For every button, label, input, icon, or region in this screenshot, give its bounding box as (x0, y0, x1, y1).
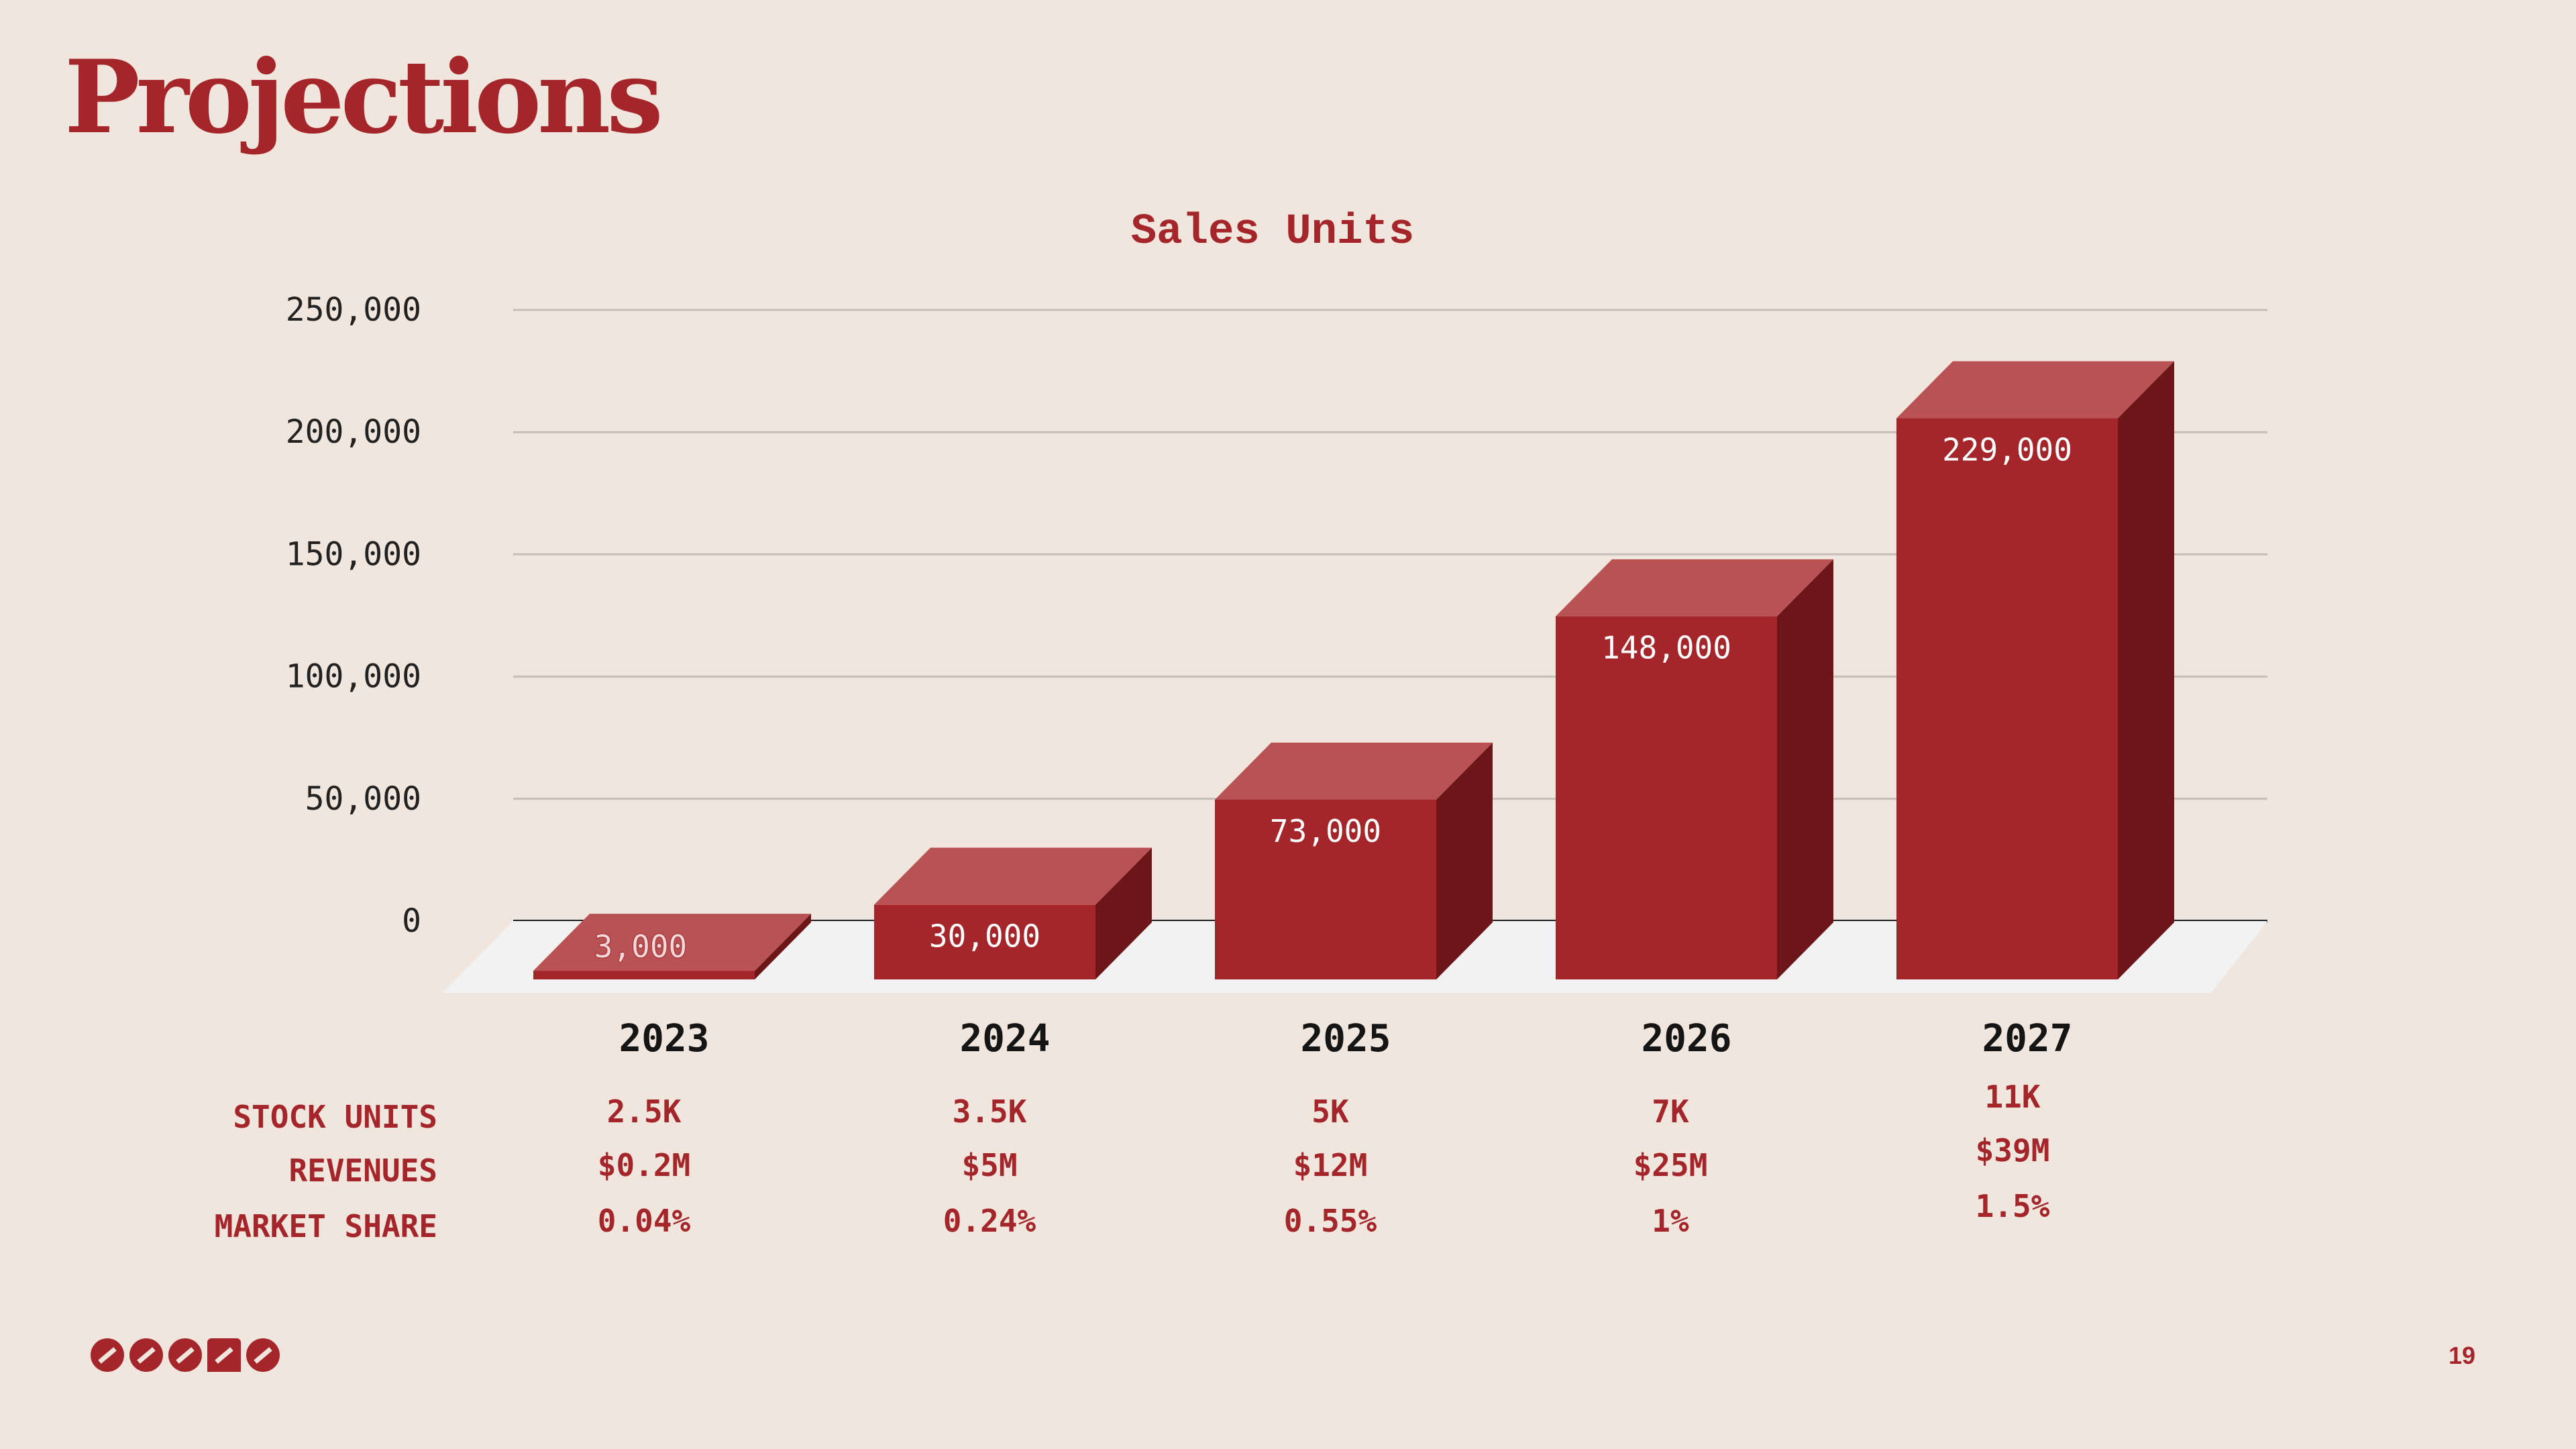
table-cell: 5K (1311, 1093, 1349, 1130)
bar-side (1095, 847, 1152, 979)
brand-logo-icon (91, 1338, 280, 1372)
table-cell: $0.2M (597, 1147, 691, 1183)
bar-side (1777, 559, 1833, 979)
logo-mark-2 (129, 1338, 163, 1372)
x-tick-label: 2027 (1982, 1017, 2073, 1061)
bar-top (1896, 361, 2174, 419)
slide-title: Projections (64, 38, 663, 156)
table-cell: 2.5K (606, 1093, 682, 1130)
table-row-label: MARKET SHARE (214, 1208, 437, 1244)
table-cell: $39M (1975, 1132, 2050, 1169)
bar-side (755, 914, 811, 979)
bar-side (1436, 742, 1493, 979)
table-cell: 1.5% (1975, 1188, 2050, 1224)
bar-front (1556, 616, 1777, 979)
table-cell: $12M (1293, 1147, 1368, 1183)
bar (874, 847, 1152, 979)
table-cell: 11K (1984, 1079, 2041, 1115)
data-label: 229,000 (1942, 432, 2072, 468)
bar-front (533, 971, 755, 979)
logo-mark-5 (246, 1338, 280, 1372)
table-cell: 0.04% (597, 1203, 691, 1239)
x-tick-label: 2026 (1642, 1017, 1732, 1061)
table-cell: $5M (961, 1147, 1018, 1183)
y-tick-label: 50,000 (305, 780, 421, 818)
bar-side (2118, 361, 2174, 979)
bar (1215, 742, 1493, 979)
table-cell: 0.55% (1283, 1203, 1377, 1239)
table-row-label: REVENUES (288, 1152, 437, 1189)
bar (1556, 559, 1833, 979)
bar-top (874, 847, 1152, 905)
logo-mark-1 (91, 1338, 124, 1372)
data-label: 30,000 (929, 918, 1040, 955)
bar-top (1215, 742, 1493, 800)
data-labels: 3,000 30,000 73,000 148,000 229,000 (594, 432, 2072, 966)
logo-mark-4 (207, 1338, 241, 1372)
table-cell: 1% (1652, 1203, 1689, 1239)
x-tick-label: 2025 (1301, 1017, 1391, 1061)
table-cell: $25M (1633, 1147, 1708, 1183)
logo-mark-3 (168, 1338, 202, 1372)
bars (533, 361, 2174, 979)
data-label: 3,000 (594, 928, 687, 965)
bar-front (874, 904, 1095, 979)
data-label: 73,000 (1270, 813, 1381, 849)
y-axis: 0 50,000 100,000 150,000 200,000 250,000 (286, 291, 421, 940)
table-cell: 3.5K (952, 1093, 1027, 1130)
y-tick-label: 100,000 (286, 658, 421, 696)
table-row-label: STOCK UNITS (233, 1099, 437, 1135)
y-tick-label: 0 (402, 902, 421, 940)
bar (533, 914, 811, 979)
bar-front (1215, 799, 1436, 979)
y-tick-label: 250,000 (286, 291, 421, 329)
bar (1896, 361, 2174, 979)
bar-front (1896, 418, 2118, 979)
x-tick-label: 2023 (619, 1017, 710, 1061)
page-number: 19 (2448, 1342, 2475, 1369)
y-tick-label: 150,000 (286, 535, 421, 573)
table-cell: 0.24% (943, 1203, 1036, 1239)
table-cell: 7K (1652, 1093, 1689, 1130)
bar-top (533, 914, 811, 971)
data-label: 148,000 (1601, 630, 1731, 666)
x-axis: 2023 2024 2025 2026 2027 (619, 1017, 2073, 1061)
chart-title: Sales Units (1131, 208, 1414, 256)
x-tick-label: 2024 (960, 1017, 1051, 1061)
y-tick-label: 200,000 (286, 413, 421, 451)
bar-top (1556, 559, 1833, 616)
